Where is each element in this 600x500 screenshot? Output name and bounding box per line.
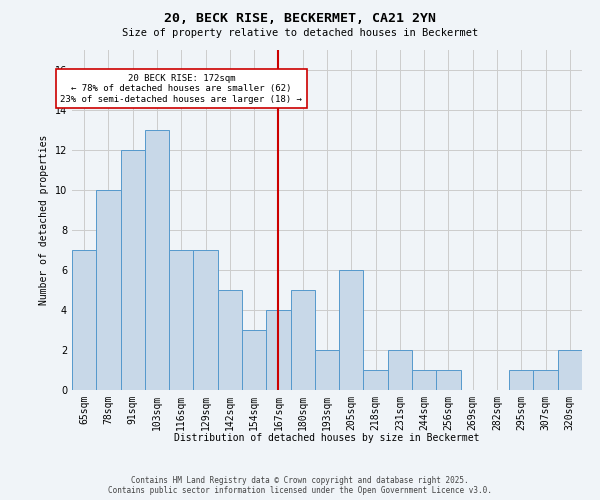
- Bar: [412, 370, 436, 390]
- Bar: [266, 310, 290, 390]
- Text: 20, BECK RISE, BECKERMET, CA21 2YN: 20, BECK RISE, BECKERMET, CA21 2YN: [164, 12, 436, 26]
- Text: Size of property relative to detached houses in Beckermet: Size of property relative to detached ho…: [122, 28, 478, 38]
- Text: Contains HM Land Registry data © Crown copyright and database right 2025.
Contai: Contains HM Land Registry data © Crown c…: [108, 476, 492, 495]
- Y-axis label: Number of detached properties: Number of detached properties: [39, 135, 49, 305]
- Bar: [290, 290, 315, 390]
- Bar: [533, 370, 558, 390]
- Bar: [218, 290, 242, 390]
- Text: 20 BECK RISE: 172sqm
← 78% of detached houses are smaller (62)
23% of semi-detac: 20 BECK RISE: 172sqm ← 78% of detached h…: [61, 74, 302, 104]
- X-axis label: Distribution of detached houses by size in Beckermet: Distribution of detached houses by size …: [174, 433, 480, 443]
- Bar: [388, 350, 412, 390]
- Bar: [242, 330, 266, 390]
- Bar: [169, 250, 193, 390]
- Bar: [315, 350, 339, 390]
- Bar: [193, 250, 218, 390]
- Bar: [436, 370, 461, 390]
- Bar: [96, 190, 121, 390]
- Bar: [339, 270, 364, 390]
- Bar: [121, 150, 145, 390]
- Bar: [364, 370, 388, 390]
- Bar: [558, 350, 582, 390]
- Bar: [145, 130, 169, 390]
- Bar: [509, 370, 533, 390]
- Bar: [72, 250, 96, 390]
